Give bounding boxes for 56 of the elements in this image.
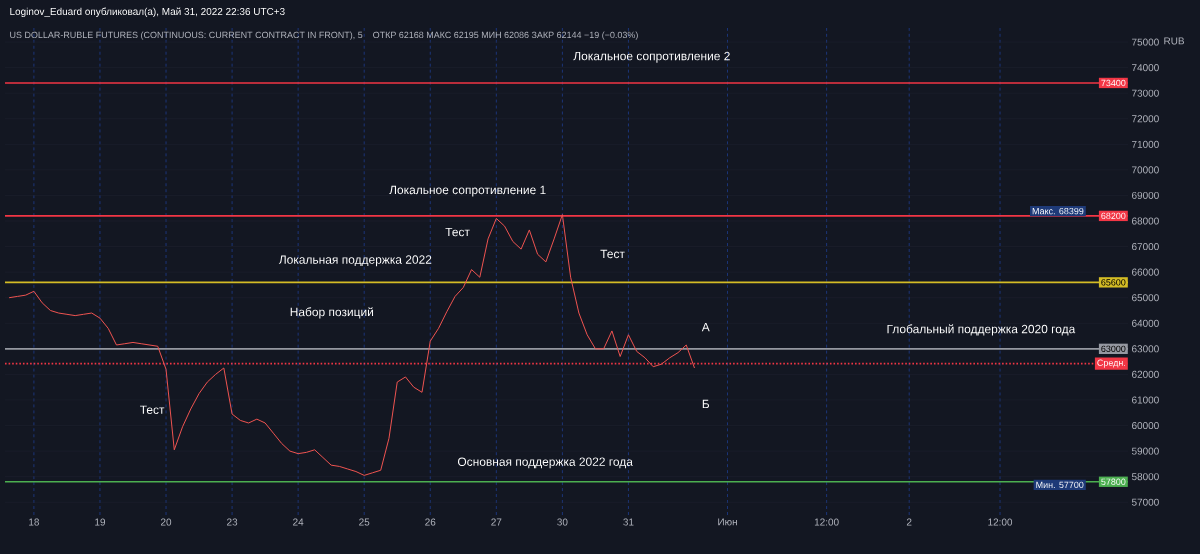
y-tick-label: 65000	[1132, 294, 1159, 302]
x-tick-label: 19	[95, 518, 106, 526]
y-tick-label: 75000	[1132, 38, 1159, 46]
annotation: Локальная поддержка 2022	[278, 255, 432, 267]
annotation: Основная поддержка 2022 года	[457, 457, 633, 469]
y-tick-label: 73000	[1132, 89, 1159, 97]
y-tick-label: 70000	[1132, 166, 1159, 174]
y-tick-label: 67000	[1132, 243, 1159, 251]
ref-line-label: 68200	[1101, 212, 1126, 220]
ref-line-label: Средн.	[1097, 359, 1125, 368]
y-tick-label: 58000	[1131, 473, 1159, 481]
y-tick-label: 72000	[1132, 115, 1159, 123]
annotation: А	[701, 322, 710, 332]
annotation: Б	[702, 399, 710, 409]
y-tick-label: 71000	[1132, 140, 1159, 148]
annotation: ОТКР 62168 МАКС 62195 МИН 62086 ЗАКР 62144 −19 (−0.03%)	[373, 31, 638, 40]
y-tick-label: 66000	[1132, 268, 1159, 276]
x-tick-label: 18	[29, 518, 40, 526]
y-tick-label: 63000	[1132, 345, 1159, 353]
x-tick-label: 20	[160, 518, 172, 526]
annotation: Мин. 57700	[1036, 481, 1084, 488]
x-tick-label: 27	[491, 518, 502, 526]
annotation: Глобальный поддержка 2020 года	[887, 324, 1076, 336]
ref-line-label: 63000	[1101, 345, 1126, 353]
x-tick-label: 30	[557, 518, 568, 526]
annotation: Тест	[600, 249, 625, 259]
y-tick-label: 59000	[1131, 447, 1159, 455]
annotation: Набор позиций	[290, 307, 374, 319]
chart-subtitle: Loginov_Eduard опубликовал(а), Май 31, 2022 22:36 UTC+3	[10, 7, 285, 17]
x-tick-label: 25	[359, 518, 370, 526]
y-tick-label: 60000	[1132, 422, 1159, 430]
x-tick-label: 31	[623, 518, 634, 526]
y-tick-label: 69000	[1132, 191, 1159, 199]
y-axis-title: RUB	[1164, 37, 1185, 45]
x-tick-label: Июн	[718, 518, 737, 526]
x-tick-label: 24	[293, 518, 304, 526]
ref-line-label: 57800	[1101, 478, 1126, 485]
x-tick-label: 23	[227, 518, 238, 526]
y-tick-label: 74000	[1132, 64, 1159, 72]
annotation: Макс. 68399	[1032, 207, 1084, 215]
annotation: Локальное сопротивление 1	[389, 185, 546, 197]
x-tick-label: 2	[906, 518, 912, 526]
ref-line-label: 73400	[1101, 79, 1126, 87]
y-tick-label: 57000	[1131, 498, 1159, 506]
x-tick-label: 26	[425, 518, 436, 526]
y-tick-label: 68000	[1132, 217, 1159, 225]
y-tick-label: 64000	[1132, 319, 1159, 327]
y-tick-label: 62000	[1132, 370, 1159, 378]
chart-title: US DOLLAR-RUBLE FUTURES (CONTINUOUS: CURRENT CONTRACT IN FRONT), 5	[10, 31, 363, 40]
ref-line-label: 65600	[1101, 279, 1126, 286]
x-tick-label: 12:00	[988, 518, 1013, 526]
y-tick-label: 61000	[1132, 396, 1159, 404]
annotation: Тест	[445, 227, 470, 237]
annotation: Локальное сопротивление 2	[573, 51, 730, 63]
x-tick-label: 12:00	[814, 518, 839, 526]
annotation: Тест	[140, 405, 165, 414]
